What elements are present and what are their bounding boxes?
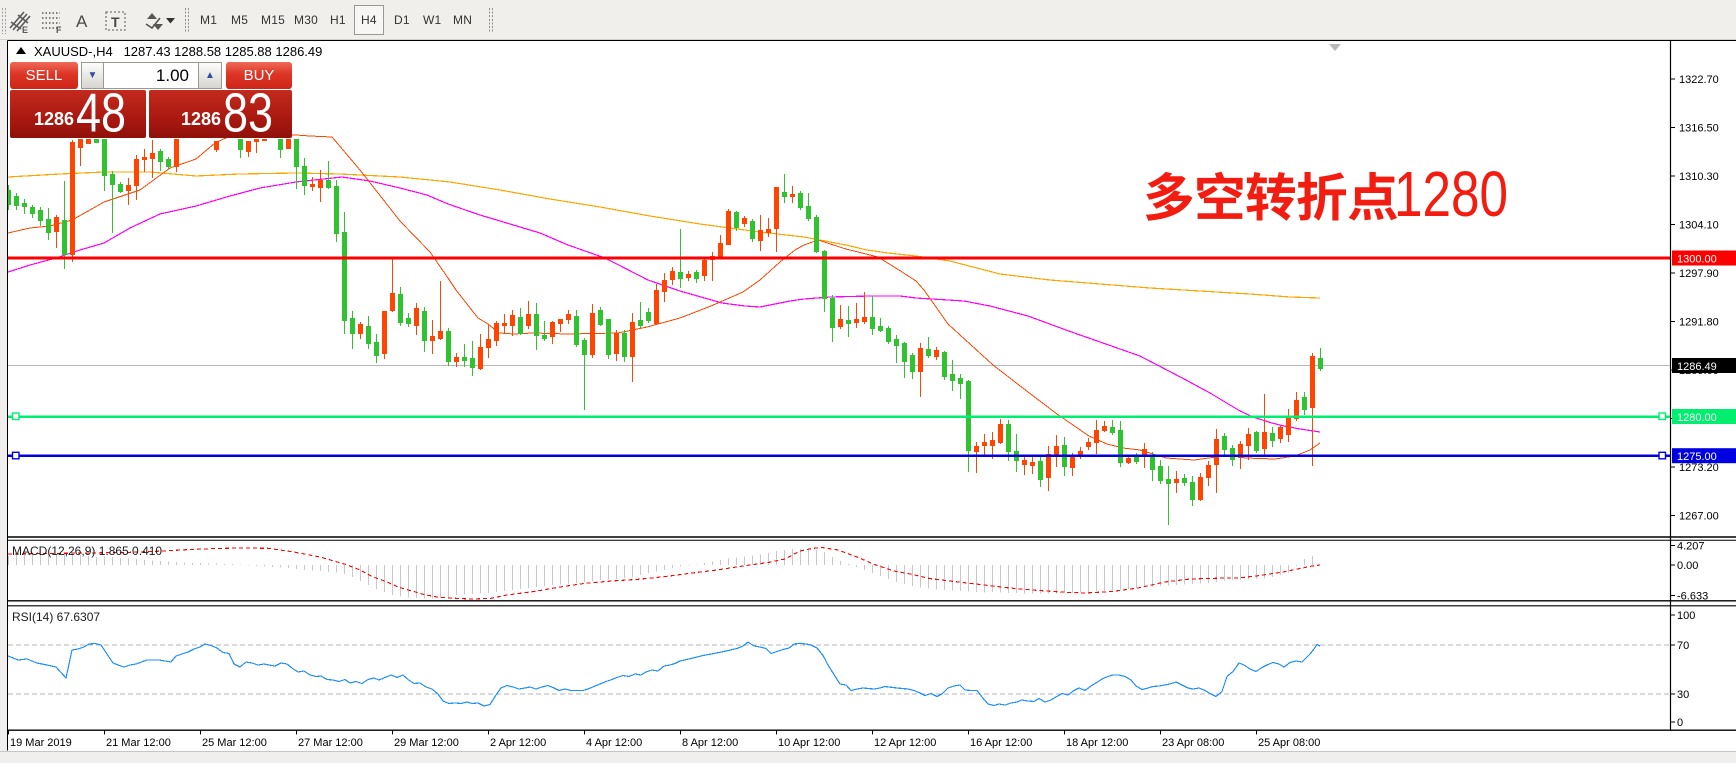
svg-text:0: 0 bbox=[1677, 717, 1683, 729]
svg-text:A: A bbox=[76, 12, 88, 31]
svg-text:0.00: 0.00 bbox=[1677, 560, 1698, 572]
svg-text:1291.80: 1291.80 bbox=[1679, 317, 1719, 329]
svg-text:19 Mar 2019: 19 Mar 2019 bbox=[10, 737, 72, 749]
svg-text:4 Apr 12:00: 4 Apr 12:00 bbox=[586, 737, 642, 749]
svg-text:100: 100 bbox=[1677, 610, 1695, 622]
svg-text:MACD(12,26,9) 1.865 0.410: MACD(12,26,9) 1.865 0.410 bbox=[12, 544, 162, 558]
svg-text:1280: 1280 bbox=[1394, 158, 1508, 230]
svg-text:16 Apr 12:00: 16 Apr 12:00 bbox=[970, 737, 1032, 749]
svg-text:1304.10: 1304.10 bbox=[1679, 220, 1719, 232]
svg-text:-6.633: -6.633 bbox=[1677, 591, 1708, 603]
svg-text:1275.00: 1275.00 bbox=[1677, 451, 1717, 463]
svg-text:23 Apr 08:00: 23 Apr 08:00 bbox=[1162, 737, 1224, 749]
svg-text:4.207: 4.207 bbox=[1677, 541, 1705, 553]
svg-text:10 Apr 12:00: 10 Apr 12:00 bbox=[778, 737, 840, 749]
svg-text:2 Apr 12:00: 2 Apr 12:00 bbox=[490, 737, 546, 749]
svg-text:T: T bbox=[111, 14, 120, 30]
svg-text:21 Mar 12:00: 21 Mar 12:00 bbox=[106, 737, 171, 749]
svg-text:1316.50: 1316.50 bbox=[1679, 123, 1719, 135]
svg-text:8 Apr 12:00: 8 Apr 12:00 bbox=[682, 737, 738, 749]
svg-text:27 Mar 12:00: 27 Mar 12:00 bbox=[298, 737, 363, 749]
svg-text:30: 30 bbox=[1677, 689, 1689, 701]
svg-text:25 Mar 12:00: 25 Mar 12:00 bbox=[202, 737, 267, 749]
svg-text:25 Apr 08:00: 25 Apr 08:00 bbox=[1258, 737, 1320, 749]
svg-text:1280.00: 1280.00 bbox=[1677, 412, 1717, 424]
svg-text:18 Apr 12:00: 18 Apr 12:00 bbox=[1066, 737, 1128, 749]
svg-text:29 Mar 12:00: 29 Mar 12:00 bbox=[394, 737, 459, 749]
svg-text:F: F bbox=[56, 25, 62, 35]
svg-text:70: 70 bbox=[1677, 640, 1689, 652]
svg-text:1286.49: 1286.49 bbox=[1677, 361, 1717, 373]
svg-text:1267.00: 1267.00 bbox=[1679, 511, 1719, 523]
svg-text:1273.20: 1273.20 bbox=[1679, 462, 1719, 474]
svg-text:1300.00: 1300.00 bbox=[1677, 254, 1717, 266]
svg-text:E: E bbox=[22, 25, 28, 35]
svg-text:1322.70: 1322.70 bbox=[1679, 74, 1719, 86]
svg-text:1297.90: 1297.90 bbox=[1679, 268, 1719, 280]
svg-text:1310.30: 1310.30 bbox=[1679, 171, 1719, 183]
svg-text:RSI(14) 67.6307: RSI(14) 67.6307 bbox=[12, 610, 100, 624]
svg-text:12 Apr 12:00: 12 Apr 12:00 bbox=[874, 737, 936, 749]
